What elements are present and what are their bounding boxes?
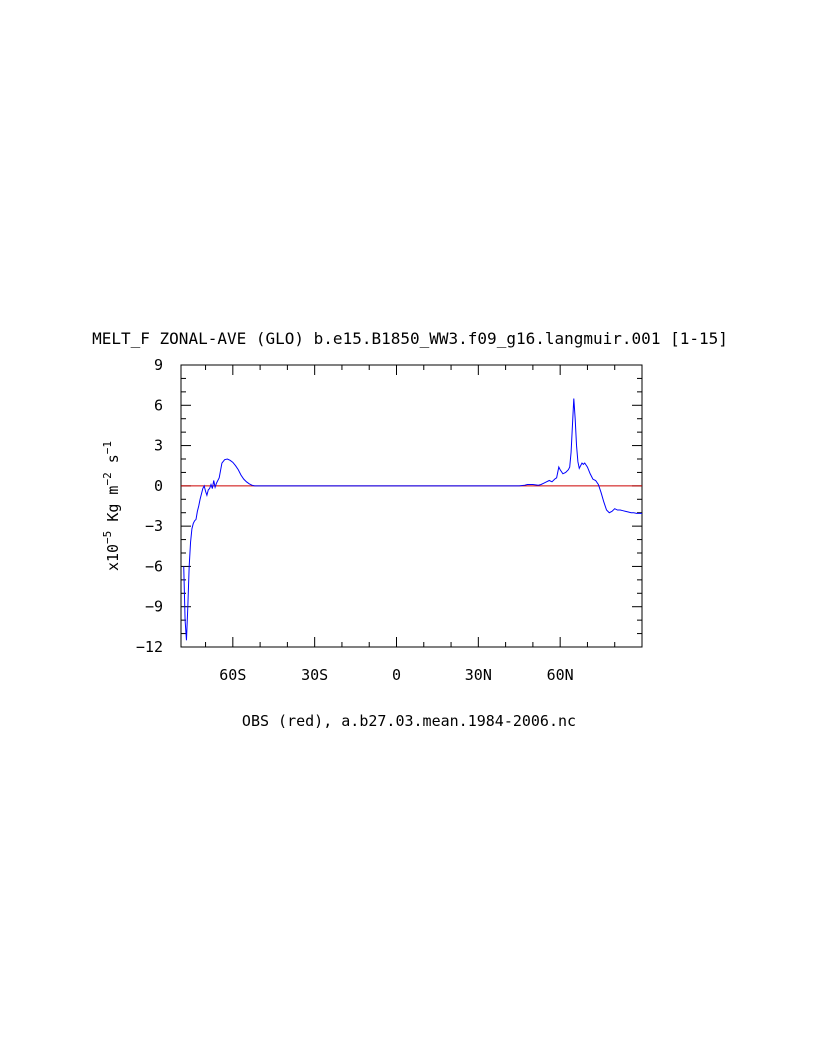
x-tick-label: 60N xyxy=(547,666,574,684)
y-tick-label: 3 xyxy=(154,437,163,455)
y-axis-label: x10−5 Kg m−2 s−1 xyxy=(101,441,122,571)
series-layer xyxy=(181,398,642,641)
y-label-mid2: s xyxy=(104,454,122,472)
y-label-base: x10 xyxy=(104,544,122,571)
plot-frame xyxy=(180,364,643,648)
plot-area: 60S 30S 0 30N 60N 9 6 3 0 −3 −6 −9 −12 xyxy=(136,356,643,684)
series-model-line xyxy=(183,398,642,641)
x-tick-label: 30N xyxy=(465,666,492,684)
x-tick-label: 60S xyxy=(219,666,246,684)
chart-title: MELT_F ZONAL-AVE (GLO) b.e15.B1850_WW3.f… xyxy=(92,329,728,348)
y-tick-label: −9 xyxy=(145,598,163,616)
y-label-exp2: −2 xyxy=(101,472,114,485)
y-label-exp1: −5 xyxy=(101,531,114,544)
y-tick-label: −3 xyxy=(145,517,163,535)
axis-tick-labels: 60S 30S 0 30N 60N 9 6 3 0 −3 −6 −9 −12 xyxy=(136,356,574,684)
x-tick-label: 0 xyxy=(392,666,401,684)
y-label-exp3: −1 xyxy=(101,441,114,454)
x-tick-label: 30S xyxy=(301,666,328,684)
y-tick-label: 0 xyxy=(154,477,163,495)
y-tick-label: 9 xyxy=(154,356,163,374)
y-tick-label: −12 xyxy=(136,638,163,656)
y-tick-label: −6 xyxy=(145,557,163,575)
axis-ticks xyxy=(181,364,642,648)
y-tick-label: 6 xyxy=(154,396,163,414)
y-label-mid: Kg m xyxy=(104,486,122,531)
x-axis-label: OBS (red), a.b27.03.mean.1984-2006.nc xyxy=(242,712,576,730)
